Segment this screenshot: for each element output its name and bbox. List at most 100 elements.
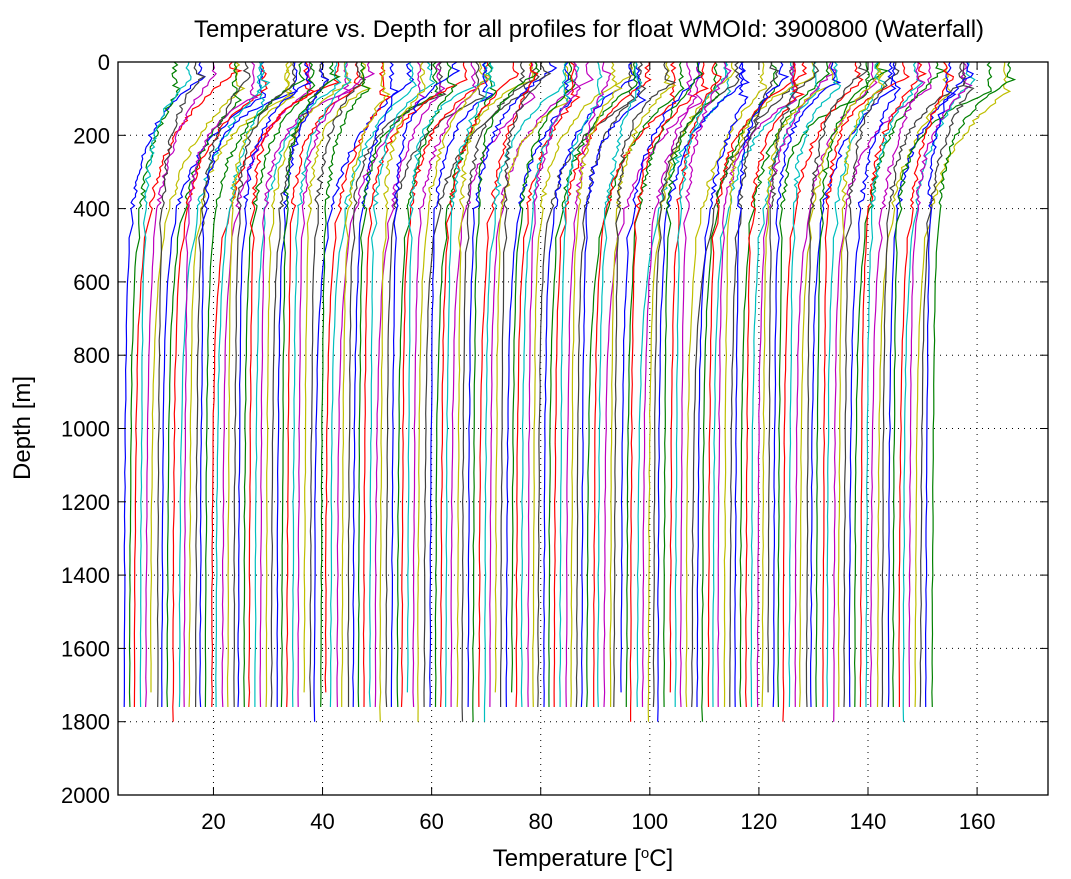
x-tick-label: 60	[419, 809, 443, 834]
y-axis-label: Depth [m]	[9, 376, 36, 480]
y-tick-label: 1400	[61, 563, 110, 588]
profile-line	[674, 61, 729, 707]
profile-line	[434, 61, 498, 708]
axis-ticks: 20 40 60 80 100 120 140 16002004006008001000120…	[61, 50, 1048, 834]
profile-line	[548, 61, 639, 708]
x-tick-label: 160	[959, 809, 996, 834]
profile-line	[696, 61, 749, 707]
profile-line	[406, 61, 490, 693]
profile-line	[593, 61, 677, 707]
profile-line	[309, 61, 367, 708]
profile-line	[729, 61, 780, 707]
profile-line	[439, 62, 520, 708]
profile-line	[570, 61, 623, 708]
profile-line	[597, 61, 643, 708]
profile-line	[368, 61, 436, 708]
x-tick-label: 140	[850, 809, 887, 834]
profile-line	[515, 61, 581, 708]
profile-line	[629, 61, 710, 722]
profile-line	[924, 61, 975, 708]
profile-line	[183, 61, 259, 708]
profile-line	[320, 61, 371, 708]
profile-line	[204, 61, 306, 708]
y-tick-label: 1200	[61, 490, 110, 515]
profile-line	[603, 61, 703, 708]
profile-line	[613, 61, 677, 708]
profile-line	[233, 61, 297, 708]
y-tick-label: 600	[73, 270, 110, 295]
profile-line	[767, 61, 820, 693]
profile-line	[843, 61, 900, 708]
profile-line	[467, 61, 558, 708]
chart-title: Temperature vs. Depth for all profiles f…	[194, 16, 984, 43]
profile-line	[723, 61, 815, 708]
profile-line	[869, 61, 926, 708]
profile-line	[772, 61, 842, 708]
profile-line	[565, 61, 612, 708]
profile-line	[734, 61, 790, 708]
profile-line	[303, 61, 372, 693]
profile-line	[417, 61, 493, 722]
profile-line	[423, 61, 531, 708]
profile-line	[575, 61, 647, 708]
profile-line	[374, 61, 446, 708]
profile-line	[826, 61, 887, 708]
profile-line	[390, 61, 461, 707]
profile-line	[908, 61, 973, 708]
profile-line	[505, 61, 573, 708]
profile-line	[385, 61, 488, 708]
profile-line	[931, 61, 1017, 708]
profile-line	[341, 62, 391, 707]
profile-line	[248, 61, 341, 708]
profile-line	[494, 61, 569, 693]
x-tick-label: 40	[310, 809, 334, 834]
x-axis-label: Temperature [oC]	[493, 845, 673, 873]
profile-line	[357, 61, 444, 708]
profile-line	[352, 61, 400, 708]
profile-line	[657, 61, 750, 722]
profile-line	[848, 61, 902, 708]
profile-line	[580, 61, 647, 708]
profile-line	[286, 61, 362, 708]
profile-line	[291, 61, 352, 708]
profile-line	[892, 61, 993, 708]
profile-line	[156, 61, 206, 708]
profile-line	[461, 61, 540, 722]
profile-line	[750, 61, 820, 708]
profile-line	[669, 61, 722, 693]
profile-line	[815, 61, 890, 708]
profile-line	[914, 61, 1012, 708]
profile-line	[149, 61, 246, 693]
profile-line	[609, 61, 677, 708]
profile-line	[641, 62, 698, 708]
profile-line	[139, 61, 192, 708]
y-tick-label: 2000	[61, 783, 110, 808]
profile-line	[761, 61, 840, 708]
profile-line	[739, 61, 831, 708]
temperature-profiles	[123, 61, 1017, 722]
profile-line	[362, 61, 468, 708]
y-tick-label: 1600	[61, 636, 110, 661]
profile-line	[744, 61, 805, 708]
profile-line	[259, 61, 353, 708]
profile-line	[161, 61, 267, 708]
profile-line	[833, 61, 932, 722]
profile-line	[805, 61, 869, 708]
profile-line	[500, 61, 552, 707]
profile-line	[881, 61, 965, 708]
profile-line	[336, 61, 426, 708]
x-tick-label: 20	[201, 809, 225, 834]
profile-line	[511, 61, 577, 693]
profile-line	[329, 61, 418, 708]
y-tick-label: 800	[73, 343, 110, 368]
profile-line	[837, 61, 885, 707]
profile-line	[919, 61, 975, 708]
profile-line	[237, 61, 314, 708]
profile-line	[788, 61, 842, 708]
profile-line	[265, 61, 352, 708]
profile-line	[799, 61, 885, 708]
profile-line	[822, 61, 910, 708]
profile-line	[532, 61, 636, 708]
